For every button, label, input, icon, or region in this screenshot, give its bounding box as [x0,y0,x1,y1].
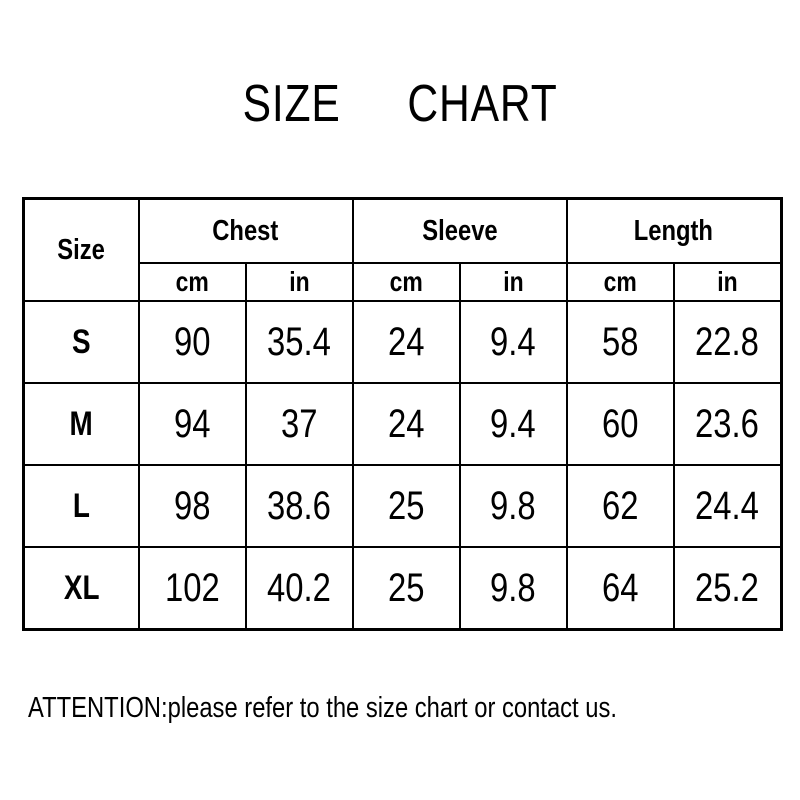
unit-header: cm [351,262,461,302]
size-label: M [22,382,140,466]
size-label: L [22,464,140,548]
value-cell: 102 [137,546,247,631]
value-cell: 38.6 [244,464,354,548]
page-title: SIZE CHART [0,78,800,130]
value-cell: 35.4 [244,300,354,384]
value-cell: 98 [137,464,247,548]
value-cell: 62 [565,464,675,548]
chest-group-header: Chest [137,197,354,264]
value-cell: 25 [351,546,461,631]
table-row-m: M 94 37 24 9.4 60 23.6 [22,382,783,466]
page-title-text: SIZE CHART [242,75,558,133]
table-row-l: L 98 38.6 25 9.8 62 24.4 [22,464,783,548]
value-cell: 40.2 [244,546,354,631]
value-cell: 25.2 [672,546,783,631]
size-label: XL [22,546,140,631]
unit-header: in [244,262,354,302]
value-cell: 25 [351,464,461,548]
header-group-row: Size Chest Sleeve Length [22,197,783,302]
size-column-header: Size [22,197,140,302]
value-cell: 24 [351,382,461,466]
value-cell: 24 [351,300,461,384]
attention-note: ATTENTION:please refer to the size chart… [28,694,746,723]
table-row-s: S 90 35.4 24 9.4 58 22.8 [22,300,783,384]
value-cell: 90 [137,300,247,384]
table-row-xl: XL 102 40.2 25 9.8 64 25.2 [22,546,783,631]
value-cell: 23.6 [672,382,783,466]
unit-header: in [672,262,783,302]
attention-note-text: ATTENTION:please refer to the size chart… [28,692,618,724]
value-cell: 64 [565,546,675,631]
value-cell: 22.8 [672,300,783,384]
length-group-header: Length [565,197,783,264]
size-chart-table: Size Chest Sleeve Length cm in cm in cm … [22,197,784,631]
sleeve-group-header: Sleeve [351,197,568,264]
unit-header: cm [565,262,675,302]
value-cell: 9.8 [458,464,568,548]
value-cell: 58 [565,300,675,384]
value-cell: 94 [137,382,247,466]
value-cell: 24.4 [672,464,783,548]
header-unit-row: cm in cm in cm in [24,262,783,302]
value-cell: 9.8 [458,546,568,631]
unit-header: in [458,262,568,302]
value-cell: 37 [244,382,354,466]
value-cell: 9.4 [458,382,568,466]
value-cell: 9.4 [458,300,568,384]
size-label: S [22,300,140,384]
value-cell: 60 [565,382,675,466]
unit-header: cm [137,262,247,302]
